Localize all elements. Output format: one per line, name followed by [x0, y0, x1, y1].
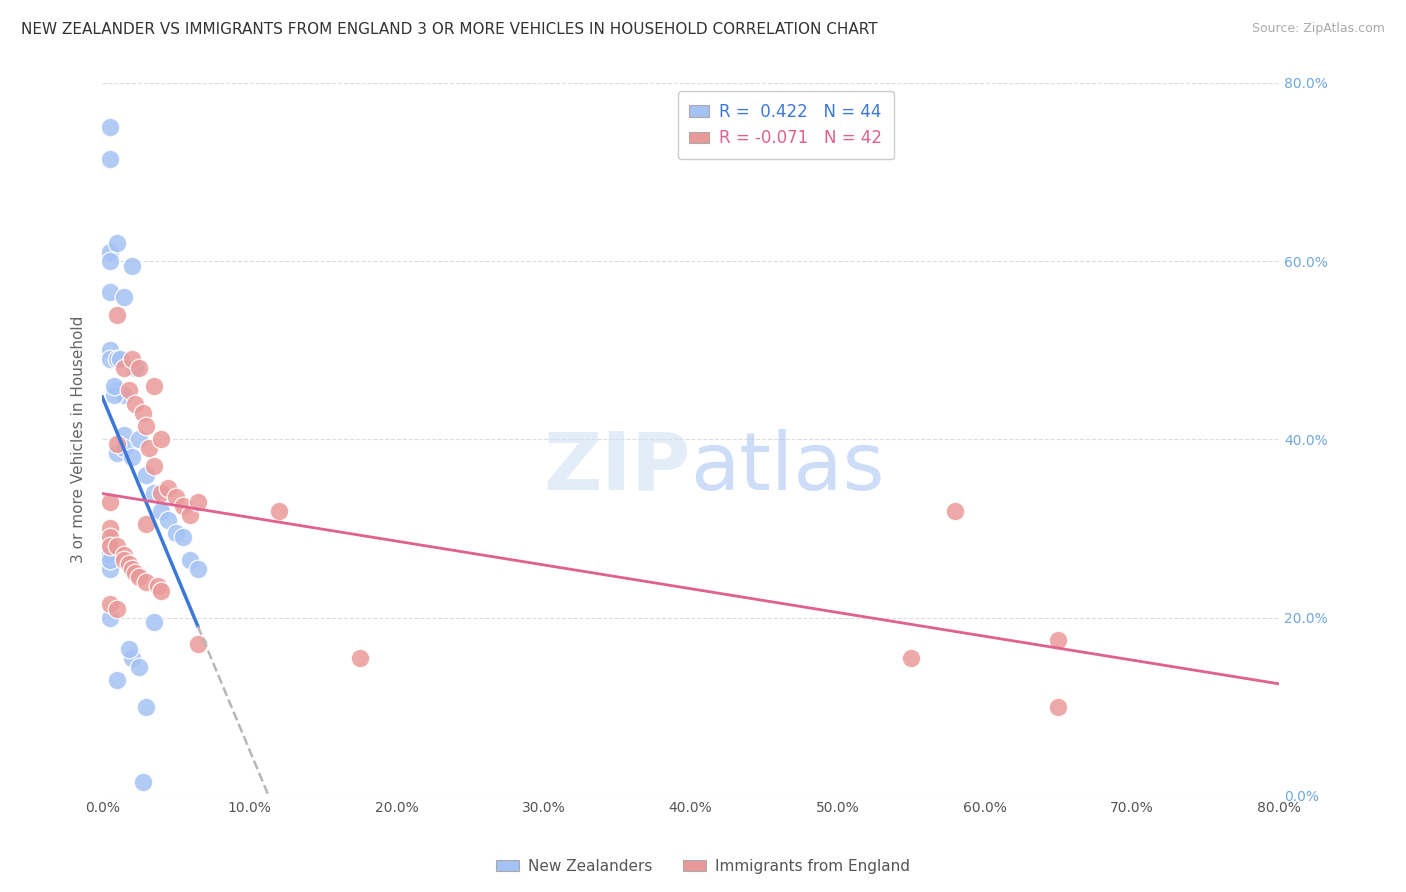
- Y-axis label: 3 or more Vehicles in Household: 3 or more Vehicles in Household: [72, 316, 86, 563]
- Point: [98, 494, 121, 508]
- Point: [105, 539, 128, 553]
- Point: [98, 561, 121, 575]
- Legend: New Zealanders, Immigrants from England: New Zealanders, Immigrants from England: [489, 853, 917, 880]
- Text: NEW ZEALANDER VS IMMIGRANTS FROM ENGLAND 3 OR MORE VEHICLES IN HOUSEHOLD CORRELA: NEW ZEALANDER VS IMMIGRANTS FROM ENGLAND…: [21, 22, 877, 37]
- Point: [172, 499, 194, 513]
- Point: [121, 450, 143, 464]
- Point: [142, 458, 165, 473]
- Text: atlas: atlas: [690, 429, 884, 507]
- Point: [187, 637, 209, 651]
- Point: [98, 610, 121, 624]
- Point: [135, 419, 157, 434]
- Point: [349, 650, 371, 665]
- Point: [124, 397, 146, 411]
- Point: [98, 539, 121, 553]
- Point: [98, 552, 121, 566]
- Point: [112, 548, 135, 562]
- Point: [165, 490, 187, 504]
- Point: [124, 566, 146, 580]
- Point: [121, 259, 143, 273]
- Point: [121, 650, 143, 665]
- Point: [98, 285, 121, 300]
- Point: [150, 433, 173, 447]
- Point: [98, 352, 121, 367]
- Point: [146, 579, 169, 593]
- Point: [172, 530, 194, 544]
- Point: [105, 352, 128, 367]
- Point: [98, 548, 121, 562]
- Point: [187, 561, 209, 575]
- Point: [105, 437, 128, 451]
- Point: [112, 552, 135, 566]
- Point: [124, 361, 146, 376]
- Point: [135, 516, 157, 531]
- Point: [103, 379, 125, 393]
- Point: [135, 699, 157, 714]
- Point: [150, 503, 173, 517]
- Point: [128, 361, 150, 376]
- Point: [98, 534, 121, 549]
- Point: [98, 245, 121, 260]
- Point: [142, 485, 165, 500]
- Point: [112, 428, 135, 442]
- Point: [128, 659, 150, 673]
- Point: [98, 521, 121, 535]
- Point: [157, 481, 180, 495]
- Point: [112, 388, 135, 402]
- Point: [187, 494, 209, 508]
- Point: [103, 388, 125, 402]
- Point: [267, 503, 290, 517]
- Point: [179, 508, 201, 522]
- Point: [121, 352, 143, 367]
- Point: [105, 601, 128, 615]
- Point: [98, 597, 121, 611]
- Point: [112, 441, 135, 455]
- Point: [121, 561, 143, 575]
- Point: [142, 379, 165, 393]
- Point: [118, 384, 141, 398]
- Point: [118, 641, 141, 656]
- Point: [105, 308, 128, 322]
- Point: [179, 552, 201, 566]
- Point: [142, 615, 165, 629]
- Point: [98, 530, 121, 544]
- Point: [105, 445, 128, 459]
- Point: [150, 485, 173, 500]
- Text: ZIP: ZIP: [543, 429, 690, 507]
- Point: [135, 467, 157, 482]
- Point: [112, 361, 135, 376]
- Point: [150, 583, 173, 598]
- Point: [98, 152, 121, 166]
- Point: [1047, 699, 1070, 714]
- Text: Source: ZipAtlas.com: Source: ZipAtlas.com: [1251, 22, 1385, 36]
- Point: [105, 236, 128, 251]
- Point: [128, 433, 150, 447]
- Point: [128, 570, 150, 584]
- Point: [945, 503, 967, 517]
- Point: [157, 512, 180, 526]
- Point: [165, 525, 187, 540]
- Point: [98, 543, 121, 558]
- Point: [118, 557, 141, 571]
- Point: [105, 673, 128, 687]
- Legend: R =  0.422   N = 44, R = -0.071   N = 42: R = 0.422 N = 44, R = -0.071 N = 42: [678, 91, 894, 159]
- Point: [135, 574, 157, 589]
- Point: [98, 543, 121, 558]
- Point: [108, 352, 131, 367]
- Point: [112, 290, 135, 304]
- Point: [132, 775, 155, 789]
- Point: [132, 406, 155, 420]
- Point: [900, 650, 922, 665]
- Point: [98, 120, 121, 135]
- Point: [105, 384, 128, 398]
- Point: [138, 441, 160, 455]
- Point: [1047, 632, 1070, 647]
- Point: [98, 343, 121, 358]
- Point: [98, 254, 121, 268]
